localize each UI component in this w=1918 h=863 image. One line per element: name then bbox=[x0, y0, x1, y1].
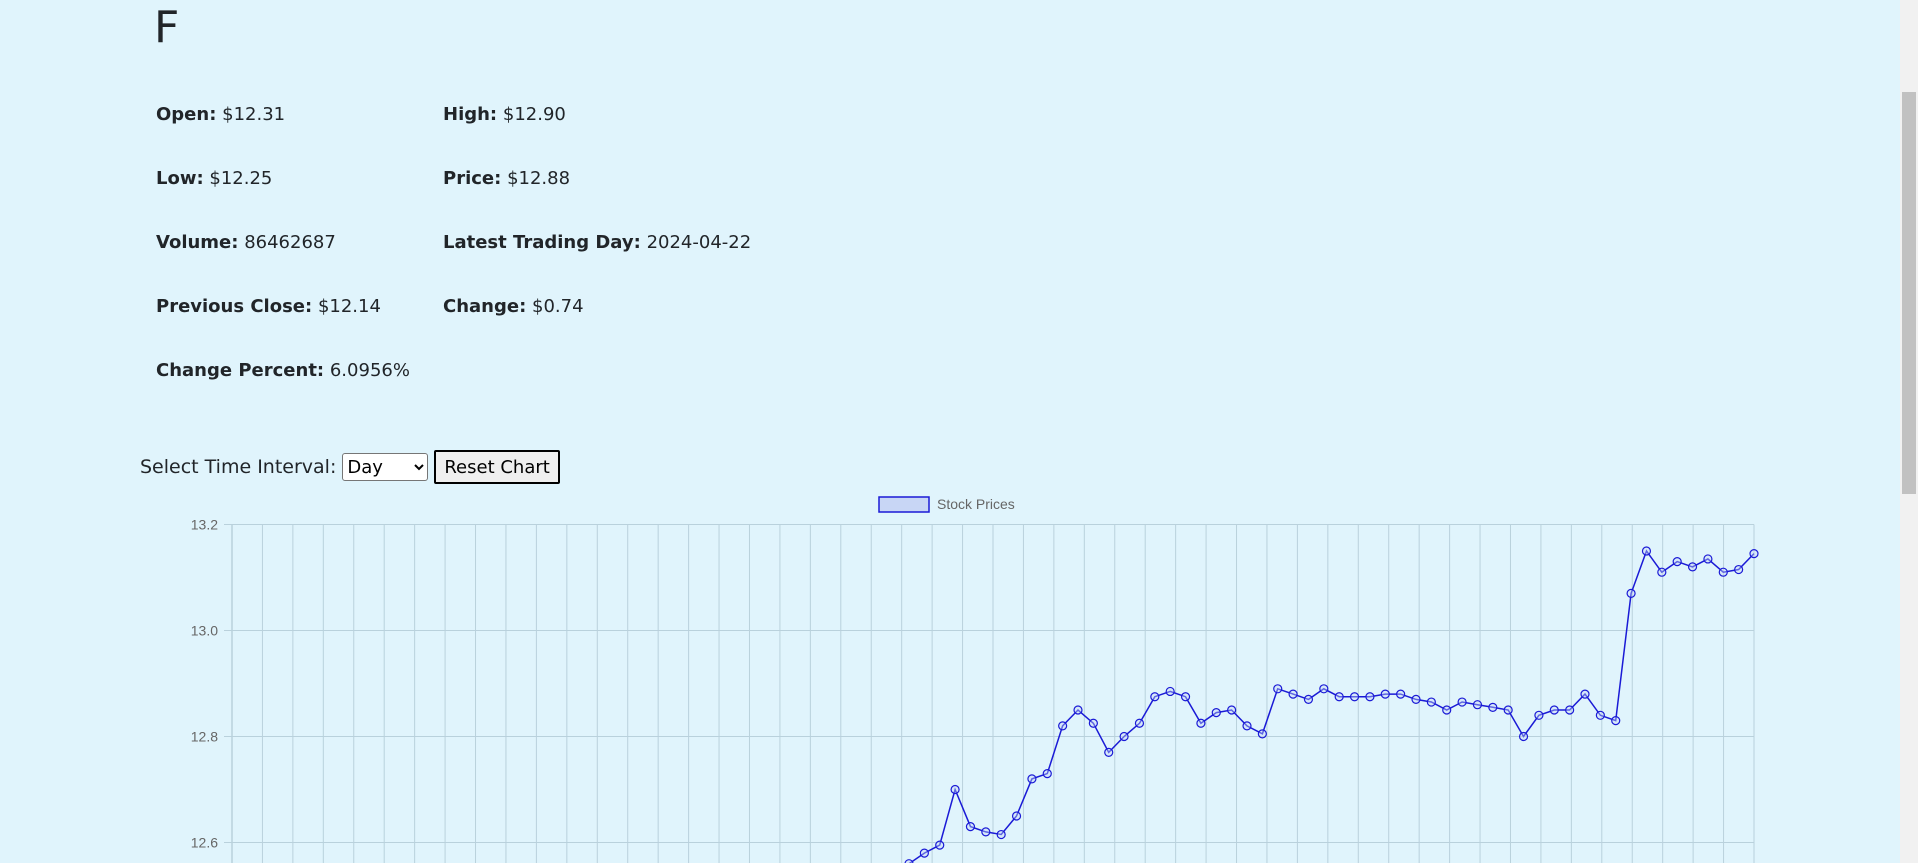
data-point bbox=[1042, 769, 1052, 779]
data-point bbox=[1657, 567, 1667, 577]
data-point bbox=[1319, 684, 1329, 694]
data-point bbox=[1488, 702, 1498, 712]
legend-label: Stock Prices bbox=[937, 496, 1015, 512]
data-point bbox=[1288, 689, 1298, 699]
stat-low-value: $12.25 bbox=[209, 168, 273, 189]
scrollbar-thumb[interactable] bbox=[1902, 92, 1916, 494]
data-point bbox=[1227, 705, 1237, 715]
data-point bbox=[1134, 718, 1145, 728]
data-point bbox=[1088, 718, 1098, 728]
data-point bbox=[1211, 708, 1221, 718]
data-point bbox=[1703, 554, 1713, 564]
data-point bbox=[950, 784, 960, 795]
stat-low-label: Low: bbox=[156, 168, 204, 189]
y-tick-label: 12.6 bbox=[191, 835, 218, 851]
stat-volume-value: 86462687 bbox=[244, 232, 336, 253]
data-point bbox=[1334, 692, 1344, 702]
data-point bbox=[1119, 731, 1129, 742]
page-scrollbar[interactable] bbox=[1900, 0, 1918, 863]
data-point bbox=[1626, 588, 1636, 599]
data-point bbox=[1687, 562, 1698, 572]
data-point bbox=[965, 822, 976, 832]
data-point bbox=[1396, 689, 1406, 699]
data-point bbox=[1380, 689, 1390, 699]
stock-price-chart: 12.6 12.8 13.0 13.2 Stock Prices bbox=[191, 496, 1759, 863]
data-point bbox=[1518, 731, 1529, 742]
stat-change-pct-label: Change Percent: bbox=[156, 360, 325, 381]
data-point bbox=[1426, 697, 1436, 707]
ticker-symbol: F bbox=[154, 2, 181, 53]
data-point bbox=[1349, 692, 1360, 702]
stat-price-value: $12.88 bbox=[507, 168, 571, 189]
stat-low: Low: $12.25 bbox=[156, 168, 272, 189]
stat-latest-day-value: 2024-04-22 bbox=[646, 232, 752, 253]
stat-change-percent: Change Percent: 6.0956% bbox=[156, 360, 410, 381]
data-point bbox=[1104, 747, 1114, 757]
data-point bbox=[981, 827, 991, 837]
stat-change: Change: $0.74 bbox=[443, 296, 584, 317]
stat-latest-day-label: Latest Trading Day: bbox=[443, 232, 641, 253]
stat-prev-close-value: $12.14 bbox=[317, 296, 381, 317]
stat-latest-trading-day: Latest Trading Day: 2024-04-22 bbox=[443, 232, 751, 253]
data-point bbox=[1273, 684, 1283, 694]
data-point bbox=[1672, 556, 1682, 567]
series-line bbox=[908, 549, 1755, 863]
interval-select[interactable]: Day bbox=[342, 453, 429, 481]
data-point bbox=[1027, 774, 1037, 784]
data-point bbox=[1641, 546, 1652, 556]
data-point bbox=[1580, 689, 1590, 699]
data-point bbox=[1734, 564, 1744, 575]
stat-change-pct-value: 6.0956% bbox=[329, 360, 410, 381]
stat-high-value: $12.90 bbox=[502, 104, 566, 125]
data-point bbox=[1503, 705, 1513, 715]
y-tick-label: 13.2 bbox=[191, 517, 218, 533]
stat-prev-close-label: Previous Close: bbox=[156, 296, 313, 317]
data-point bbox=[1718, 567, 1728, 577]
legend-swatch bbox=[878, 496, 930, 513]
stat-open-value: $12.31 bbox=[222, 104, 286, 125]
data-point bbox=[1165, 686, 1175, 697]
data-point bbox=[1595, 710, 1605, 720]
data-point bbox=[935, 840, 945, 850]
y-tick-label: 12.8 bbox=[191, 729, 218, 745]
data-point bbox=[1472, 700, 1483, 710]
stat-high-label: High: bbox=[443, 104, 498, 125]
data-point bbox=[1180, 692, 1191, 702]
data-point bbox=[1242, 721, 1252, 731]
stat-price: Price: $12.88 bbox=[443, 168, 570, 189]
data-point bbox=[1611, 716, 1621, 726]
data-point bbox=[904, 859, 914, 863]
stat-open: Open: $12.31 bbox=[156, 104, 285, 125]
data-point bbox=[1411, 694, 1421, 704]
reset-chart-button[interactable]: Reset Chart bbox=[434, 450, 560, 484]
interval-label: Select Time Interval: bbox=[140, 456, 337, 478]
stat-volume: Volume: 86462687 bbox=[156, 232, 336, 253]
chart-controls: Select Time Interval: Day Reset Chart bbox=[140, 450, 560, 484]
data-point bbox=[919, 848, 929, 858]
y-tick-label: 13.0 bbox=[191, 623, 218, 639]
data-point bbox=[1073, 705, 1083, 715]
data-point bbox=[1257, 729, 1267, 739]
data-point bbox=[1150, 692, 1160, 702]
data-point bbox=[1303, 694, 1314, 704]
data-point bbox=[1365, 692, 1375, 702]
stat-open-label: Open: bbox=[156, 104, 217, 125]
stat-previous-close: Previous Close: $12.14 bbox=[156, 296, 381, 317]
data-point bbox=[1058, 721, 1068, 731]
stat-price-label: Price: bbox=[443, 168, 502, 189]
data-point bbox=[1011, 811, 1022, 821]
data-point bbox=[1565, 705, 1575, 715]
data-point bbox=[1442, 705, 1452, 715]
stat-change-label: Change: bbox=[443, 296, 527, 317]
data-point bbox=[1534, 710, 1544, 720]
stat-volume-label: Volume: bbox=[156, 232, 239, 253]
data-point bbox=[1457, 697, 1467, 707]
data-point bbox=[1549, 705, 1559, 715]
data-point bbox=[996, 829, 1006, 840]
stat-high: High: $12.90 bbox=[443, 104, 566, 125]
data-point bbox=[1749, 549, 1759, 559]
data-point bbox=[1196, 718, 1206, 728]
stat-change-value: $0.74 bbox=[532, 296, 584, 317]
